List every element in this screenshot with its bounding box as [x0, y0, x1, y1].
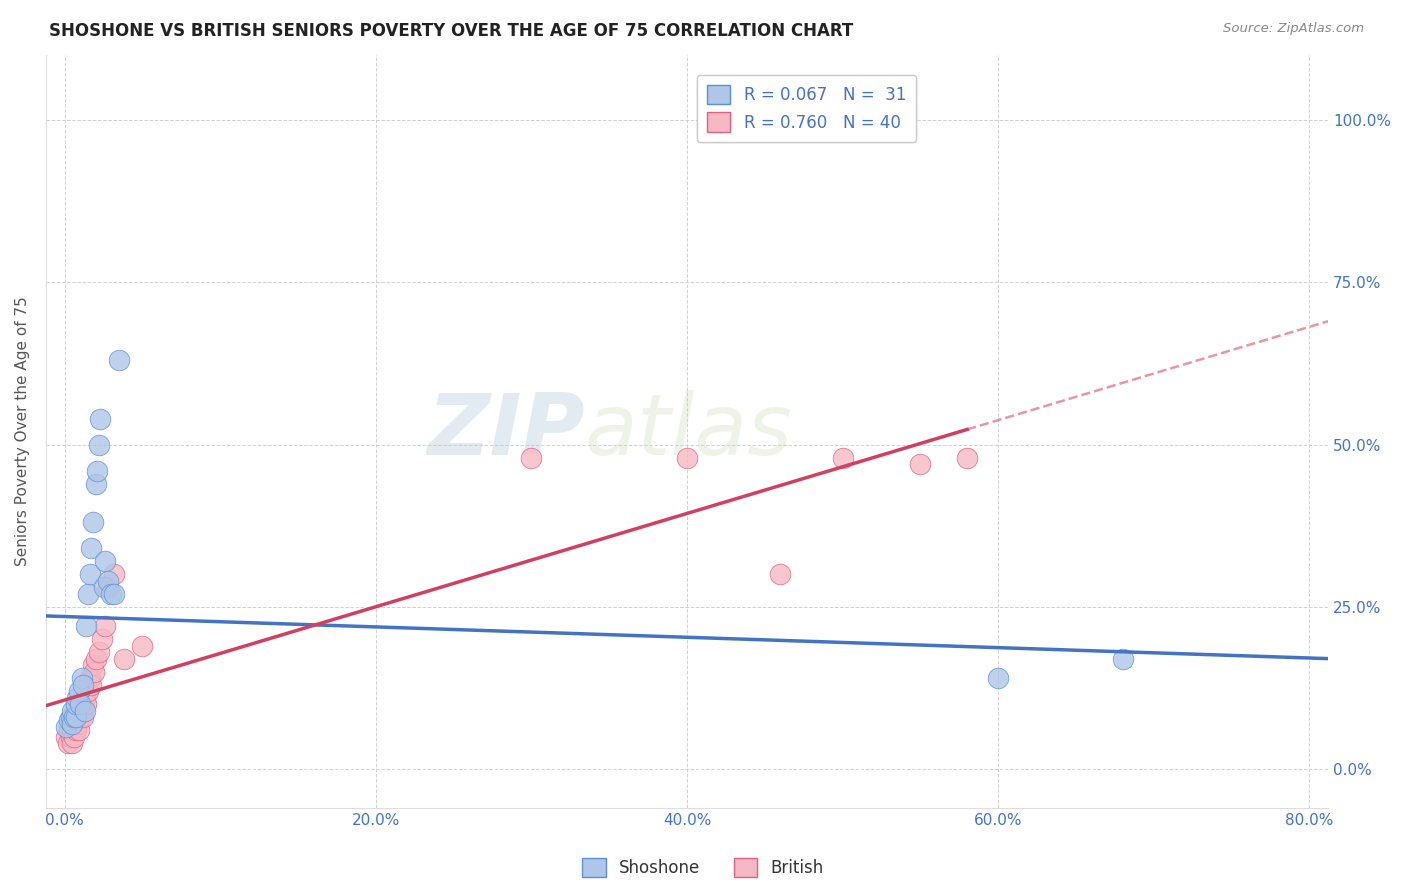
Point: [56, 736, 79, 750]
Point: [987, 671, 1010, 685]
Point: [70, 671, 93, 685]
Point: [72, 697, 94, 711]
Point: [79, 671, 101, 685]
Point: [79, 567, 101, 582]
Point: [87, 437, 110, 451]
Point: [59, 710, 82, 724]
Point: [112, 652, 135, 666]
Point: [87, 645, 110, 659]
Y-axis label: Seniors Poverty Over the Age of 75: Seniors Poverty Over the Age of 75: [15, 297, 30, 566]
Point: [100, 587, 122, 601]
Point: [67, 684, 90, 698]
Point: [103, 567, 125, 582]
Point: [97, 581, 120, 595]
Point: [77, 684, 100, 698]
Point: [65, 697, 87, 711]
Point: [65, 710, 87, 724]
Point: [956, 450, 979, 465]
Legend: R = 0.067   N =  31, R = 0.760   N = 40: R = 0.067 N = 31, R = 0.760 N = 40: [697, 75, 915, 142]
Text: SHOSHONE VS BRITISH SENIORS POVERTY OVER THE AGE OF 75 CORRELATION CHART: SHOSHONE VS BRITISH SENIORS POVERTY OVER…: [49, 22, 853, 40]
Point: [80, 541, 103, 556]
Point: [84, 652, 107, 666]
Text: atlas: atlas: [585, 390, 793, 473]
Point: [62, 704, 84, 718]
Point: [62, 736, 84, 750]
Point: [89, 411, 111, 425]
Point: [55, 730, 77, 744]
Point: [103, 587, 125, 601]
Point: [66, 690, 89, 705]
Point: [69, 710, 91, 724]
Point: [59, 730, 82, 744]
Text: ZIP: ZIP: [427, 390, 585, 473]
Point: [58, 714, 80, 728]
Point: [86, 464, 108, 478]
Point: [63, 730, 86, 744]
Point: [77, 587, 100, 601]
Point: [62, 723, 84, 738]
Point: [831, 450, 853, 465]
Point: [62, 716, 84, 731]
Point: [72, 710, 94, 724]
Point: [67, 704, 90, 718]
Point: [59, 716, 82, 731]
Point: [75, 697, 97, 711]
Point: [69, 697, 91, 711]
Point: [65, 723, 87, 738]
Point: [72, 678, 94, 692]
Point: [55, 720, 77, 734]
Point: [70, 704, 93, 718]
Point: [65, 710, 87, 724]
Point: [73, 704, 96, 718]
Point: [84, 476, 107, 491]
Legend: Shoshone, British: Shoshone, British: [575, 851, 831, 884]
Point: [131, 639, 153, 653]
Point: [66, 716, 89, 731]
Point: [80, 678, 103, 692]
Point: [94, 554, 117, 568]
Point: [676, 450, 699, 465]
Point: [520, 450, 543, 465]
Text: Source: ZipAtlas.com: Source: ZipAtlas.com: [1223, 22, 1364, 36]
Point: [82, 658, 104, 673]
Point: [910, 457, 932, 471]
Point: [91, 632, 114, 647]
Point: [1112, 652, 1135, 666]
Point: [83, 665, 105, 679]
Point: [94, 619, 117, 633]
Point: [82, 516, 104, 530]
Point: [69, 697, 91, 711]
Point: [67, 723, 90, 738]
Point: [63, 716, 86, 731]
Point: [58, 723, 80, 738]
Point: [108, 353, 131, 368]
Point: [769, 567, 792, 582]
Point: [75, 619, 97, 633]
Point: [63, 710, 86, 724]
Point: [73, 690, 96, 705]
Point: [97, 574, 120, 588]
Point: [93, 581, 115, 595]
